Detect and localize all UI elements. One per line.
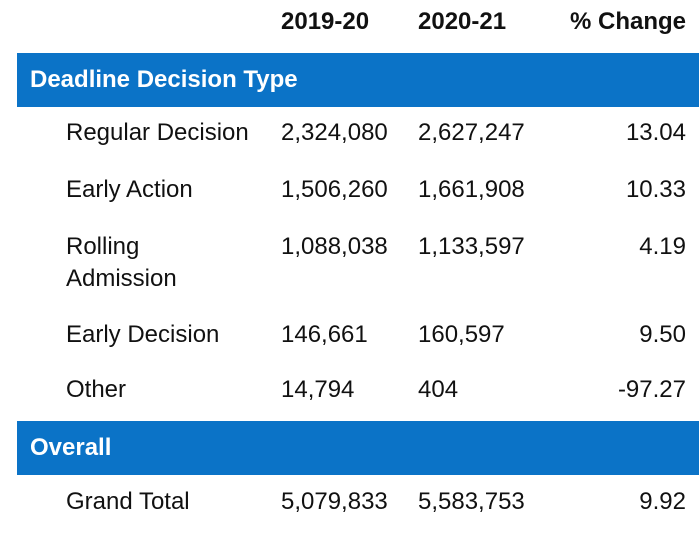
row-label: Grand Total (66, 488, 190, 515)
cell-change: 4.19 (639, 233, 686, 260)
cell-change: -97.27 (617, 376, 686, 403)
cell-value: 2,324,080 (281, 119, 388, 146)
section-header: Overall (17, 421, 699, 475)
cell-value: 1,088,038 (281, 233, 388, 260)
column-header: 2019-20 (281, 8, 370, 35)
section-title: Deadline Decision Type (30, 66, 298, 93)
cell-value: 5,079,833 (281, 488, 388, 515)
cell-value: 146,661 (281, 321, 368, 348)
row-label: Early Decision (66, 321, 220, 348)
cell-change: 13.04 (625, 119, 686, 146)
cell-change: 10.33 (625, 176, 686, 203)
cell-value: 160,597 (418, 321, 505, 348)
cell-value: 14,794 (281, 376, 355, 403)
section-header: Deadline Decision Type (17, 53, 699, 107)
cell-value: 404 (418, 376, 459, 403)
cell-change: 9.50 (639, 321, 686, 348)
row-label: Early Action (66, 176, 193, 203)
cell-value: 1,661,908 (418, 176, 525, 203)
section-title: Overall (30, 434, 112, 461)
cell-change: 9.92 (639, 488, 686, 515)
cell-value: 2,627,247 (418, 119, 525, 146)
cell-value: 5,583,753 (418, 488, 525, 515)
column-header: % Change (569, 8, 686, 35)
column-header: 2020-21 (418, 8, 507, 35)
cell-value: 1,133,597 (418, 233, 525, 260)
row-label: Rolling Admission (66, 233, 177, 292)
cell-value: 1,506,260 (281, 176, 388, 203)
row-label: Other (66, 376, 127, 403)
row-label: Regular Decision (66, 119, 249, 146)
